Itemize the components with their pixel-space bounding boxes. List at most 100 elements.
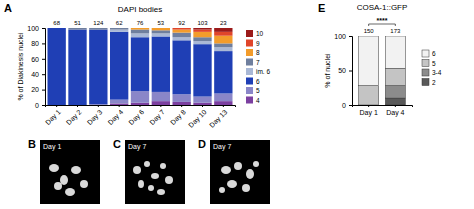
bar-segment: [173, 94, 191, 102]
tick-label: Day 1: [360, 109, 378, 117]
legend-label: 6: [256, 78, 260, 85]
tick-mark: [42, 105, 45, 106]
tick: 60: [31, 56, 45, 63]
panel-letter: E: [318, 2, 325, 14]
bar-segment: [89, 30, 107, 105]
chromosome-blob: [242, 184, 250, 192]
tick-mark: [42, 43, 45, 44]
bar-segment: [131, 28, 149, 29]
bar-segment: [152, 28, 170, 29]
tick-label: Day 6: [127, 108, 146, 127]
chromosome-blob: [71, 166, 81, 174]
tick: Day 7: [148, 105, 167, 127]
bar-segment: [214, 32, 232, 36]
tick-mark: [368, 105, 369, 107]
bar-segment: [110, 28, 128, 29]
micrograph: [125, 140, 185, 204]
tick: Day 3: [86, 105, 105, 127]
count-label: 92: [178, 20, 185, 26]
tick-label: Day 10: [187, 108, 208, 129]
legend-label: 10: [256, 30, 264, 37]
y-axis: 050100: [334, 33, 352, 109]
panel-letter: D: [198, 138, 206, 150]
legend-label: 7: [256, 59, 260, 66]
tick-mark: [42, 28, 45, 29]
bars: [48, 28, 233, 105]
legend-swatch: [422, 79, 429, 86]
images: BDay 1CDay 7DDay 7: [28, 138, 270, 204]
bar-segment: [110, 32, 128, 100]
legend-swatch: [246, 78, 253, 85]
bar-segment: [110, 103, 128, 105]
significance-label: ****: [377, 17, 388, 24]
legend-swatch: [422, 69, 429, 76]
micrograph: [40, 140, 100, 204]
bar-segment: [214, 101, 232, 105]
legend-swatch: [246, 97, 253, 104]
bar-segment: [89, 28, 107, 29]
legend-label: 5: [432, 60, 436, 67]
chromosome-blob: [234, 162, 242, 170]
bar-segment: [68, 28, 86, 30]
legend-label: 6: [432, 50, 436, 57]
axis-line: [349, 37, 353, 106]
tick-label: 50: [338, 67, 346, 74]
bar-segment: [131, 33, 149, 37]
chromosome-blob: [157, 189, 165, 195]
tick-label: Day 3: [86, 108, 105, 127]
chromosome-blob: [160, 163, 166, 169]
bar-segment: [68, 30, 86, 105]
count-label: 62: [116, 20, 123, 26]
chromosome-blob: [65, 188, 75, 196]
bar-segment: [89, 105, 107, 106]
legend-swatch: [246, 68, 253, 75]
tick-label: Day 8: [169, 108, 188, 127]
y-axis: 020406080100: [27, 25, 45, 109]
axis-line: [46, 106, 236, 108]
chromosome-blob: [54, 182, 62, 190]
count-label: 23: [220, 20, 227, 26]
tick: Day 4: [107, 105, 126, 127]
tick-mark: [56, 105, 57, 107]
count-label: 124: [93, 20, 104, 26]
tick-label: 20: [31, 86, 39, 93]
bar-segment: [385, 86, 405, 98]
bar-segment: [173, 33, 191, 38]
bar-segment: [193, 28, 211, 30]
figure: ADAPI bodies020406080100Day 1Day 2Day 3D…: [0, 0, 474, 209]
bar-segment: [152, 28, 170, 30]
tick: 50: [338, 67, 352, 74]
bar-segment: [48, 28, 66, 29]
count-label: 51: [74, 20, 81, 26]
bar-segment: [193, 30, 211, 32]
chromosome-blob: [219, 187, 225, 193]
tick-label: 100: [27, 25, 39, 32]
chromosome-blob: [165, 176, 173, 184]
bar-segment: [152, 33, 170, 36]
bar-segment: [173, 30, 191, 33]
legend-swatch: [246, 59, 253, 66]
panel-letter: A: [4, 2, 12, 14]
bar-segment: [173, 102, 191, 105]
bar-segment: [359, 36, 379, 86]
bar-segment: [193, 97, 211, 103]
count-label: 103: [197, 20, 208, 26]
bar-segment: [152, 28, 170, 29]
bar-segment: [48, 28, 66, 29]
panel-letter: B: [28, 138, 36, 150]
tick-mark: [349, 71, 352, 72]
bar-segment: [131, 37, 149, 91]
chromosome-blob: [144, 161, 150, 167]
bar-segment: [214, 28, 232, 32]
legend-label: 8: [256, 49, 260, 56]
tick: 100: [27, 25, 45, 32]
bar-segment: [385, 36, 405, 68]
bar-segment: [152, 101, 170, 105]
count-label: 53: [157, 20, 164, 26]
tick-mark: [395, 105, 396, 107]
tick: Day 8: [169, 105, 188, 127]
bar-segment: [48, 28, 66, 105]
tick-mark: [160, 105, 161, 107]
tick-mark: [42, 90, 45, 91]
legend-label: 2: [432, 79, 436, 86]
